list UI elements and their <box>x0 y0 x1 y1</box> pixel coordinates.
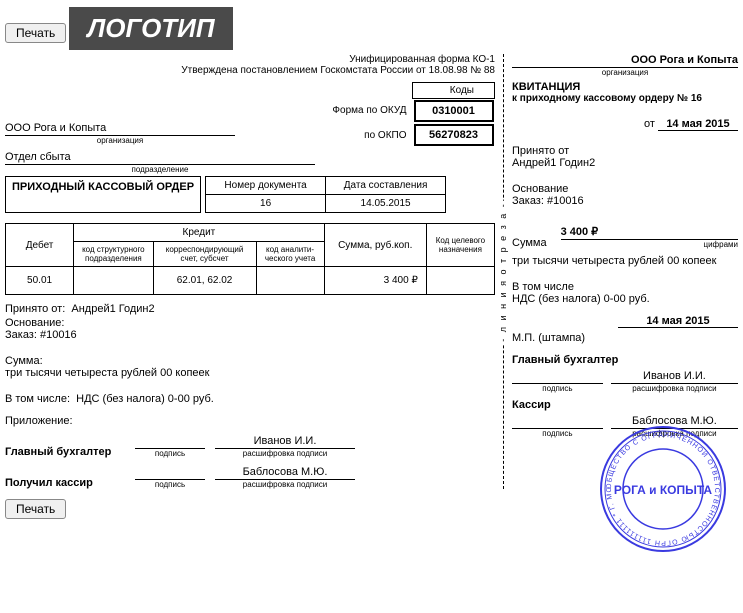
th-target: Код целевого назначения <box>426 224 494 267</box>
svg-text:ОБЩЕСТВО С ОГРАНИЧЕННОЙ ОТВЕТС: ОБЩЕСТВО С ОГРАНИЧЕННОЙ ОТВЕТСТВЕННОСТЬЮ… <box>598 424 720 546</box>
r-org: ООО Рога и Копыта <box>512 54 738 68</box>
th-debit: Дебет <box>6 224 74 267</box>
doc-date: 14.05.2015 <box>326 195 446 213</box>
td-struct <box>74 267 153 295</box>
r-from: Андрей1 Годин2 <box>512 157 738 169</box>
cut-line-label: - л и н и я о т р е з а - <box>498 200 508 343</box>
sum-words: три тысячи четыреста рублей 00 копеек <box>5 367 495 379</box>
sig-caption-1: подпись <box>135 449 205 458</box>
name-caption-1: расшифровка подписи <box>215 449 355 458</box>
doc-title: ПРИХОДНЫЙ КАССОВЫЙ ОРДЕР <box>5 176 201 213</box>
doc-num-label: Номер документа <box>206 177 326 195</box>
basis-value: Заказ: #10016 <box>5 329 495 341</box>
cashier-label: Получил кассир <box>5 477 125 489</box>
r-incl: НДС (без налога) 0-00 руб. <box>512 293 738 305</box>
org-caption: организация <box>5 136 235 145</box>
th-corr: корреспондирующий счет, субсчет <box>153 242 256 267</box>
r-stamp-label: М.П. (штампа) <box>512 332 738 344</box>
name-caption-2: расшифровка подписи <box>215 480 355 489</box>
from-value: Андрей1 Годин2 <box>71 303 154 315</box>
td-corr: 62.01, 62.02 <box>153 267 256 295</box>
dept-name: Отдел сбыта <box>5 151 315 165</box>
r-date: 14 мая 2015 <box>658 118 738 131</box>
incl-label: В том числе: <box>5 393 70 405</box>
okpo-value: 56270823 <box>414 124 494 146</box>
r-name-cap-1: расшифровка подписи <box>611 384 738 393</box>
th-struct: код структурного подразделения <box>74 242 153 267</box>
td-target <box>426 267 494 295</box>
approved-line: Утверждена постановлением Госкомстата Ро… <box>5 65 495 76</box>
org-name: ООО Рога и Копыта <box>5 122 235 136</box>
r-sum: 3 400 ₽ <box>561 225 738 240</box>
r-cashier-name: Баблосова М.Ю. <box>611 415 738 429</box>
okud-value: 0310001 <box>414 100 494 122</box>
codes-header: Коды <box>413 83 495 99</box>
basis-label: Основание: <box>5 317 64 329</box>
r-chief-name: Иванов И.И. <box>611 370 738 384</box>
okpo-label: по ОКПО <box>331 123 412 147</box>
sig-caption-2: подпись <box>135 480 205 489</box>
print-button-bottom[interactable]: Печать <box>5 499 66 519</box>
r-name-cap-2: расшифровка подписи <box>611 429 738 438</box>
r-sig-cap-1: подпись <box>512 384 603 393</box>
print-button-top[interactable]: Печать <box>5 23 66 43</box>
from-label: Принято от: <box>5 303 65 315</box>
form-line: Унифицированная форма КО-1 <box>5 54 495 65</box>
r-cashier-label: Кассир <box>512 399 738 411</box>
r-basis-label: Основание <box>512 183 738 195</box>
receipt: - л и н и я о т р е з а - ООО Рога и Коп… <box>503 54 738 489</box>
chief-name: Иванов И.И. <box>215 435 355 449</box>
r-sum-caption: цифрами <box>561 240 738 249</box>
chief-label: Главный бухгалтер <box>5 446 125 458</box>
doc-num: 16 <box>206 195 326 213</box>
r-title: КВИТАНЦИЯ <box>512 81 738 93</box>
attach-label: Приложение: <box>5 415 495 427</box>
td-anal <box>256 267 324 295</box>
td-sum: 3 400 ₽ <box>324 267 426 295</box>
r-sum-words: три тысячи четыреста рублей 00 копеек <box>512 255 738 267</box>
okud-label: Форма по ОКУД <box>331 99 412 124</box>
r-from-label: Принято от <box>512 145 738 157</box>
cashier-name: Баблосова М.Ю. <box>215 466 355 480</box>
r-date-label: от <box>644 118 655 130</box>
th-anal: код аналити-ческого учета <box>256 242 324 267</box>
r-basis: Заказ: #10016 <box>512 195 738 207</box>
sum-label: Сумма: <box>5 355 495 367</box>
r-org-caption: организация <box>512 68 738 77</box>
dept-caption: подразделение <box>5 165 315 174</box>
r-sum-label: Сумма <box>512 237 547 249</box>
r-chief-label: Главный бухгалтер <box>512 354 738 366</box>
stamp-icon: ОБЩЕСТВО С ОГРАНИЧЕННОЙ ОТВЕТСТВЕННОСТЬЮ… <box>598 424 728 554</box>
r-date2: 14 мая 2015 <box>618 315 738 328</box>
incl-value: НДС (без налога) 0-00 руб. <box>76 393 214 405</box>
td-debit: 50.01 <box>6 267 74 295</box>
r-to-order: к приходному кассовому ордеру № 16 <box>512 93 738 104</box>
doc-date-label: Дата составления <box>326 177 446 195</box>
r-incl-label: В том числе <box>512 281 738 293</box>
order-form: Унифицированная форма КО-1 Утверждена по… <box>5 54 495 489</box>
svg-text:РОГА и КОПЫТА: РОГА и КОПЫТА <box>614 483 713 497</box>
logo: ЛОГОТИП <box>69 7 232 50</box>
r-sig-cap-2: подпись <box>512 429 603 438</box>
th-credit: Кредит <box>74 224 325 242</box>
th-sum: Сумма, руб.коп. <box>324 224 426 267</box>
